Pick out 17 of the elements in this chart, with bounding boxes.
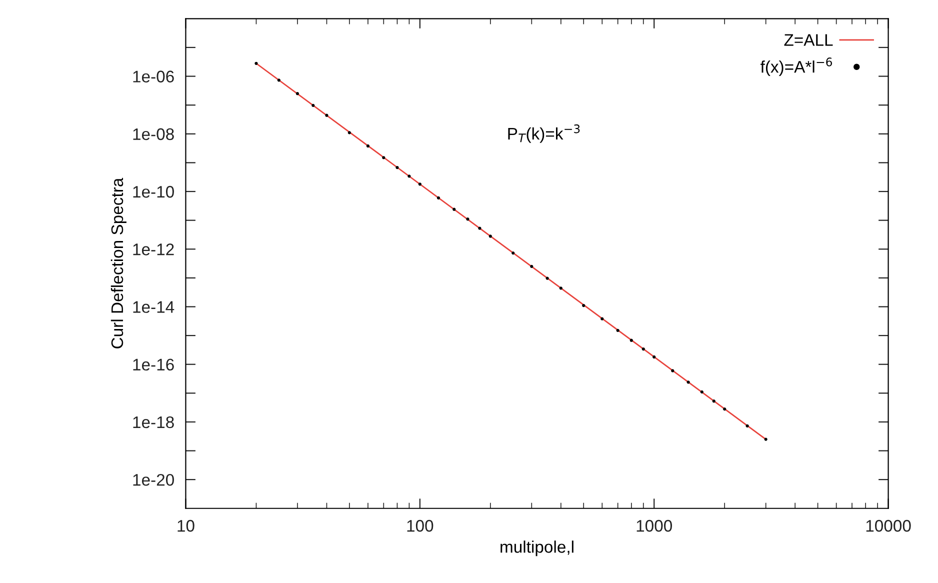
x-axis-title: multipole,l	[500, 540, 574, 556]
x-tick-label: 10000	[866, 520, 911, 532]
y-tick-label: 1e-12	[133, 244, 174, 256]
y-tick-label: 1e-14	[133, 301, 174, 313]
y-tick-label: 1e-10	[133, 186, 174, 198]
y-tick-label: 1e-16	[133, 358, 174, 371]
x-tick-label: 10	[178, 520, 194, 532]
legend-label: f(x)=A*l$^{−6}$	[760, 58, 832, 76]
y-axis-title: Curl Deflection Spectra	[110, 178, 126, 348]
annotation: P$_{T}$(k)=k$^{−3}$	[508, 124, 580, 143]
x-tick-label: 100	[407, 520, 434, 532]
legend-label: Z=ALL	[784, 34, 833, 46]
x-tick-label: 1000	[636, 520, 672, 532]
y-tick-label: 1e-08	[133, 128, 174, 140]
y-tick-label: 1e-20	[133, 474, 174, 486]
y-tick-label: 1e-18	[133, 416, 174, 428]
y-tick-label: 1e-06	[133, 70, 174, 82]
